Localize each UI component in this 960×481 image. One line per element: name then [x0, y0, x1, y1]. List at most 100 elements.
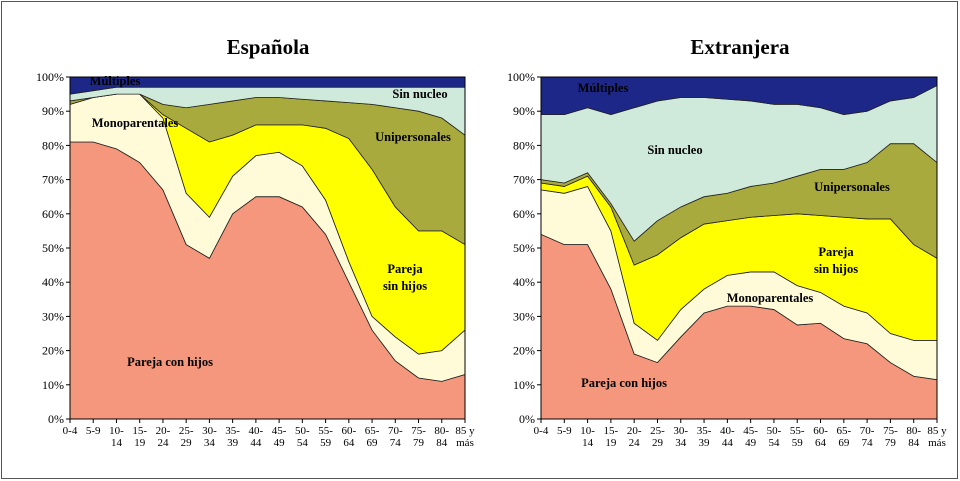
x-tick-label: 29	[181, 437, 193, 449]
y-tick-label: 90%	[42, 104, 64, 118]
y-tick-label: 60%	[513, 207, 535, 221]
y-tick-label: 0%	[519, 412, 535, 426]
series-label-line: Pareja	[818, 245, 854, 259]
x-tick-label: 15-	[132, 425, 147, 437]
x-tick-label: 19	[605, 437, 617, 449]
series-label: Pareja con hijos	[127, 355, 213, 369]
x-tick-label: 14	[582, 437, 594, 449]
series-label: Múltiples	[578, 81, 629, 95]
x-tick-label: 34	[204, 437, 216, 449]
x-tick-label: 30-	[202, 425, 217, 437]
x-tick-label: 79	[885, 437, 897, 449]
x-tick-label: 55-	[790, 425, 805, 437]
x-tick-label: 70-	[388, 425, 403, 437]
y-tick-label: 30%	[42, 309, 64, 323]
y-tick-label: 80%	[42, 138, 64, 152]
y-tick-label: 40%	[42, 275, 64, 289]
x-tick-label: 79	[413, 437, 425, 449]
y-tick-label: 0%	[48, 412, 64, 426]
x-tick-label: 74	[862, 437, 874, 449]
x-tick-label: 10-	[580, 425, 595, 437]
series-label: Múltiples	[90, 74, 141, 88]
x-tick-label: 44	[250, 437, 262, 449]
x-tick-label: 85 y	[927, 425, 947, 437]
x-tick-label: 15-	[604, 425, 619, 437]
x-tick-label: 64	[815, 437, 827, 449]
y-tick-label: 50%	[513, 241, 535, 255]
x-tick-label: 55-	[318, 425, 333, 437]
y-tick-label: 100%	[36, 70, 64, 84]
x-tick-label: 35-	[225, 425, 240, 437]
y-tick-label: 10%	[42, 378, 64, 392]
y-tick-label: 10%	[513, 378, 535, 392]
chart-title: Extranjera	[690, 35, 790, 59]
y-tick-label: 80%	[513, 138, 535, 152]
x-tick-label: 75-	[411, 425, 426, 437]
y-tick-label: 30%	[513, 309, 535, 323]
x-tick-label: 14	[111, 437, 123, 449]
series-label: Unipersonales	[814, 180, 890, 194]
x-tick-label: 20-	[156, 425, 171, 437]
x-tick-label: 70-	[860, 425, 875, 437]
y-tick-label: 50%	[42, 241, 64, 255]
x-tick-label: 65-	[836, 425, 851, 437]
x-tick-label: 20-	[627, 425, 642, 437]
x-tick-label: 60-	[813, 425, 828, 437]
x-tick-label: 69	[838, 437, 850, 449]
x-tick-label: 85 y	[455, 425, 475, 437]
x-tick-label: 24	[629, 437, 641, 449]
x-tick-label: 59	[792, 437, 804, 449]
x-tick-label: 60-	[341, 425, 356, 437]
x-tick-label: 30-	[673, 425, 688, 437]
x-tick-label: 49	[274, 437, 286, 449]
y-tick-label: 60%	[42, 207, 64, 221]
series-label: Monoparentales	[727, 291, 814, 305]
x-tick-label: 45-	[272, 425, 287, 437]
y-tick-label: 100%	[507, 70, 535, 84]
x-tick-label: más	[928, 437, 946, 449]
series-label: Pareja sin hijos	[814, 245, 858, 276]
x-tick-label: 69	[367, 437, 379, 449]
x-tick-label: 44	[722, 437, 734, 449]
series-label: Sin nucleo	[392, 87, 447, 101]
x-tick-label: 45-	[743, 425, 758, 437]
x-tick-label: 49	[745, 437, 757, 449]
x-tick-label: 59	[320, 437, 332, 449]
y-tick-label: 20%	[42, 344, 64, 358]
y-tick-label: 70%	[513, 173, 535, 187]
x-tick-label: 34	[675, 437, 687, 449]
x-tick-label: 74	[390, 437, 402, 449]
x-tick-label: 50-	[767, 425, 782, 437]
x-tick-label: 54	[297, 437, 309, 449]
x-tick-label: 39	[227, 437, 239, 449]
x-tick-label: 50-	[295, 425, 310, 437]
x-tick-label: 10-	[109, 425, 124, 437]
x-tick-label: 80-	[906, 425, 921, 437]
x-tick-label: 39	[699, 437, 711, 449]
x-tick-label: 19	[134, 437, 146, 449]
x-tick-label: 5-9	[86, 425, 101, 437]
x-tick-label: más	[456, 437, 474, 449]
series-label: Pareja sin hijos	[383, 262, 427, 293]
x-tick-label: 84	[908, 437, 920, 449]
series-label-line: sin hijos	[814, 262, 858, 276]
x-tick-label: 0-4	[63, 425, 78, 437]
y-tick-label: 70%	[42, 173, 64, 187]
series-label: Unipersonales	[375, 130, 451, 144]
x-tick-label: 75-	[883, 425, 898, 437]
x-tick-label: 54	[768, 437, 780, 449]
x-tick-label: 29	[652, 437, 664, 449]
x-tick-label: 40-	[249, 425, 264, 437]
y-tick-label: 90%	[513, 104, 535, 118]
series-label-line: sin hijos	[383, 279, 427, 293]
x-tick-label: 40-	[720, 425, 735, 437]
chart-title: Española	[227, 35, 310, 59]
y-tick-label: 40%	[513, 275, 535, 289]
x-tick-label: 25-	[179, 425, 194, 437]
x-tick-label: 65-	[365, 425, 380, 437]
series-label: Monoparentales	[92, 116, 179, 130]
x-tick-label: 64	[343, 437, 355, 449]
y-tick-label: 20%	[513, 344, 535, 358]
x-tick-label: 24	[157, 437, 169, 449]
